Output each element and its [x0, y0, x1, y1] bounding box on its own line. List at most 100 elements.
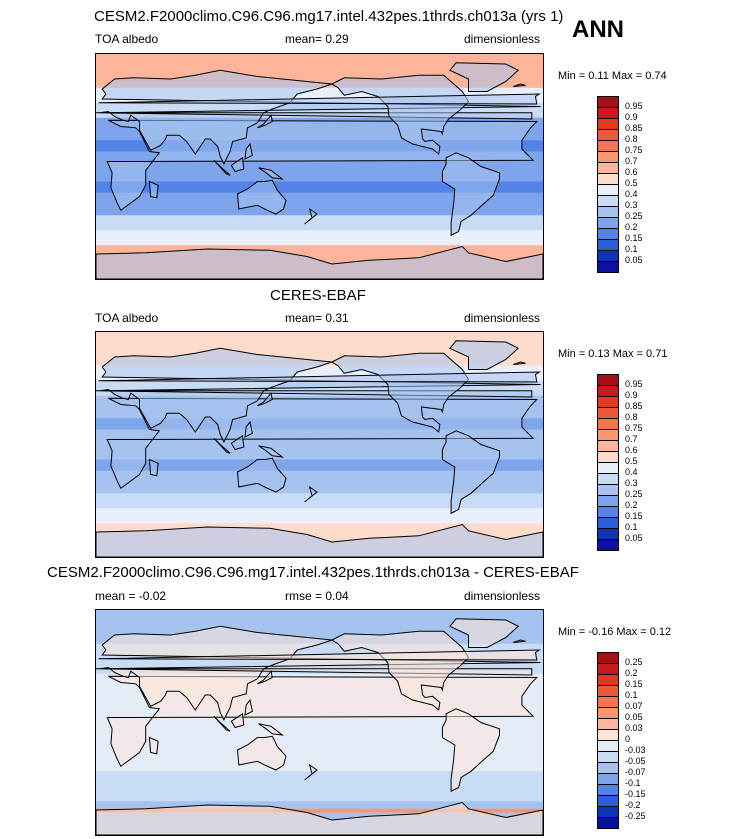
colorbar-tick-label: 0.3 — [625, 478, 638, 488]
coastline — [513, 361, 526, 365]
coastline — [96, 801, 543, 835]
coastline — [258, 445, 285, 458]
colorbar-tick-label: 0.95 — [625, 379, 643, 389]
colorbar-tick-label: -0.03 — [625, 745, 646, 755]
panel3-map — [95, 609, 544, 836]
coastline — [98, 649, 542, 661]
colorbar-tick-label: 0.15 — [625, 511, 643, 521]
colorbar-tick-label: -0.2 — [625, 800, 641, 810]
coastline — [304, 207, 318, 225]
coastline — [304, 485, 318, 503]
coastline — [236, 735, 287, 771]
colorbar-tick-label: 0.15 — [625, 679, 643, 689]
coastline — [441, 430, 500, 515]
colorbar-tick-label: 0.7 — [625, 156, 638, 166]
colorbar-tick-label: 0.4 — [625, 467, 638, 477]
colorbar-swatch — [597, 539, 619, 551]
coastline — [441, 152, 500, 237]
panel2-mean: mean= 0.31 — [285, 311, 349, 325]
coastline — [213, 159, 231, 176]
panel2-variable: TOA albedo — [95, 311, 159, 325]
coastline — [258, 723, 285, 736]
coastline — [98, 371, 542, 383]
colorbar-tick-label: 0.15 — [625, 233, 643, 243]
colorbar-tick-label: 0.9 — [625, 390, 638, 400]
panel2-title: CERES-EBAF — [270, 287, 366, 304]
coastline — [96, 347, 541, 444]
coastline — [449, 62, 520, 92]
colorbar-tick-label: 0.2 — [625, 500, 638, 510]
colorbar-tick-label: 0.5 — [625, 178, 638, 188]
panel2-minmax: Min = 0.13 Max = 0.71 — [558, 348, 668, 360]
colorbar-tick-label: 0 — [625, 734, 631, 744]
panel3-rmse: rmse = 0.04 — [285, 589, 349, 603]
panel3-colorbar: 0.25 0.2 0.15 0.1 0.07 0.05 0.03 0 -0.03 -0.05 -0.… — [597, 652, 677, 829]
coastline — [213, 437, 231, 454]
colorbar-tick-label: 0.25 — [625, 657, 643, 667]
panel1-units: dimensionless — [464, 32, 541, 46]
colorbar-tick-label: 0.6 — [625, 445, 638, 455]
colorbar-tick-label: 0.3 — [625, 200, 638, 210]
map-field — [96, 54, 543, 279]
coastline — [449, 340, 520, 370]
colorbar-tick-label: 0.05 — [625, 533, 643, 543]
colorbar-tick-label: 0.2 — [625, 668, 638, 678]
colorbar-tick-label: 0.7 — [625, 434, 638, 444]
colorbar-tick-label: 0.2 — [625, 222, 638, 232]
coastline — [244, 142, 253, 160]
coastline — [96, 245, 543, 279]
colorbar-tick-label: 0.85 — [625, 401, 643, 411]
panel1-map — [95, 53, 544, 280]
panel1-title: CESM2.F2000climo.C96.C96.mg17.intel.432p… — [94, 8, 564, 25]
map-field — [96, 610, 543, 835]
colorbar-tick-label: 0.9 — [625, 112, 638, 122]
coastline — [513, 83, 526, 87]
colorbar-swatch — [597, 261, 619, 273]
panel2-units: dimensionless — [464, 311, 541, 325]
colorbar-tick-label: 0.8 — [625, 134, 638, 144]
coastline — [230, 156, 245, 173]
coastline — [148, 180, 159, 199]
season-label: ANN — [572, 16, 624, 43]
colorbar-tick-label: -0.05 — [625, 756, 646, 766]
colorbar-tick-label: 0.05 — [625, 712, 643, 722]
colorbar-tick-label: -0.1 — [625, 778, 641, 788]
map-field — [96, 332, 543, 557]
coastline — [257, 392, 273, 407]
coastline — [148, 736, 159, 755]
coastline — [230, 434, 245, 451]
panel2-map — [95, 331, 544, 558]
colorbar-tick-label: 0.25 — [625, 211, 643, 221]
coastline — [304, 763, 318, 781]
colorbar-tick-label: 0.5 — [625, 456, 638, 466]
coastline — [513, 639, 526, 643]
coastline — [258, 167, 285, 180]
panel3-title: CESM2.F2000climo.C96.C96.mg17.intel.432p… — [47, 564, 579, 581]
colorbar-tick-label: 0.8 — [625, 412, 638, 422]
colorbar-tick-label: 0.75 — [625, 145, 643, 155]
coastline — [441, 708, 500, 793]
panel2-colorbar: 0.95 0.9 0.85 0.8 0.75 0.7 0.6 0.5 0.4 0.3 0.25 0.2… — [597, 374, 677, 551]
colorbar-tick-label: -0.25 — [625, 811, 646, 821]
colorbar-tick-label: 0.1 — [625, 690, 638, 700]
coastline — [257, 114, 273, 129]
colorbar-tick-label: 0.6 — [625, 167, 638, 177]
colorbar-tick-label: -0.15 — [625, 789, 646, 799]
coastline — [244, 698, 253, 716]
panel1-variable: TOA albedo — [95, 32, 159, 46]
colorbar-tick-label: 0.1 — [625, 244, 638, 254]
coastline — [98, 93, 542, 105]
coastline — [96, 625, 541, 722]
colorbar-tick-label: 0.03 — [625, 723, 643, 733]
panel1-mean: mean= 0.29 — [285, 32, 349, 46]
coastline — [257, 670, 273, 685]
panel3-units: dimensionless — [464, 589, 541, 603]
panel3-mean: mean = -0.02 — [95, 589, 167, 603]
colorbar-tick-label: 0.07 — [625, 701, 643, 711]
colorbar-tick-label: 0.05 — [625, 255, 643, 265]
coastline — [213, 715, 231, 732]
colorbar-tick-label: -0.07 — [625, 767, 646, 777]
coastline — [236, 457, 287, 493]
coastline — [230, 712, 245, 729]
panel3-minmax: Min = -0.16 Max = 0.12 — [558, 626, 672, 638]
